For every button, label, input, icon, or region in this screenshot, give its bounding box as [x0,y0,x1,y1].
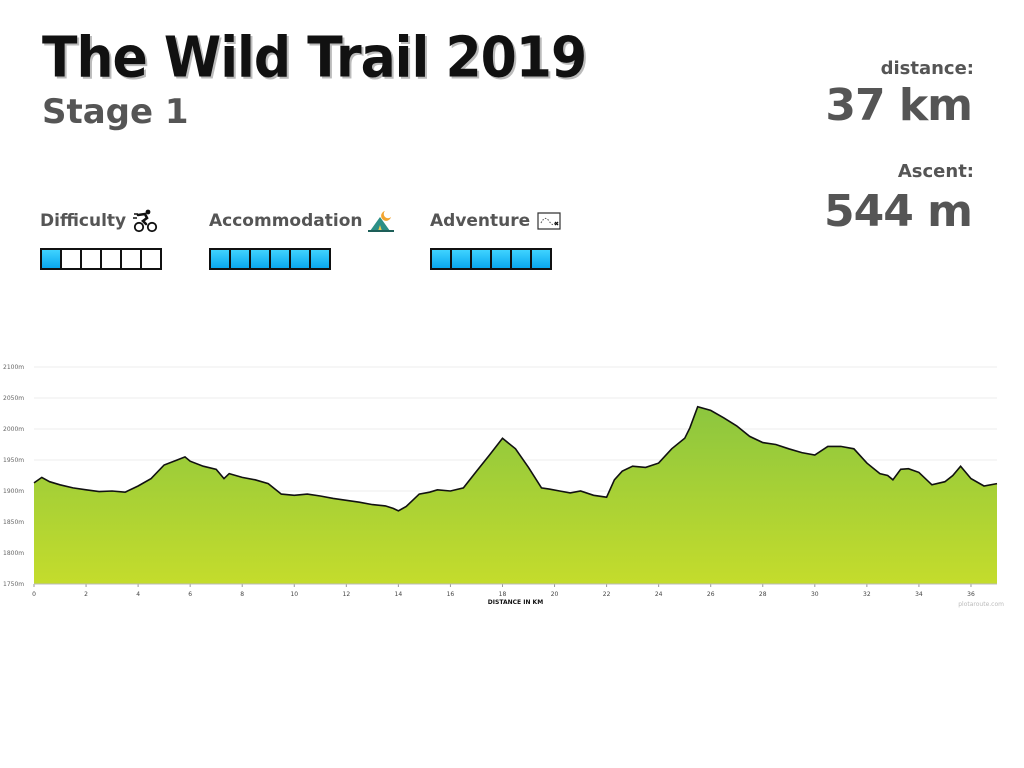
rating-cell [211,250,231,268]
x-tick-label: 28 [759,591,767,598]
rating-cell [231,250,251,268]
rating-cell [82,250,102,268]
y-tick-label: 1950m [3,457,24,464]
rating-cell [122,250,142,268]
y-tick-label: 1800m [3,550,24,557]
y-tick-label: 1750m [3,581,24,588]
rating-cell [512,250,532,268]
x-tick-label: 22 [603,591,611,598]
y-tick-label: 1900m [3,488,24,495]
rating-cell [452,250,472,268]
credit-text: plotaroute.com [958,601,1004,608]
y-tick-label: 2100m [3,364,24,371]
rating-label-adventure: Adventure [430,211,531,231]
rating-cell [492,250,512,268]
rating-cell [271,250,291,268]
rating-cell [311,250,329,268]
rating-bar-adventure [430,248,552,270]
distance-value: 37 km [825,80,973,131]
rating-cell [42,250,62,268]
rating-cell [251,250,271,268]
rating-cell [62,250,82,268]
rating-accommodation: Accommodation [209,208,395,270]
x-tick-label: 26 [707,591,715,598]
x-tick-label: 8 [240,591,244,598]
x-tick-label: 24 [655,591,663,598]
rating-bar-accommodation [209,248,331,270]
ascent-value: 544 m [823,186,973,237]
rating-cell [432,250,452,268]
rating-cell [532,250,550,268]
x-tick-label: 6 [188,591,192,598]
x-tick-label: 20 [551,591,559,598]
x-tick-label: 18 [499,591,507,598]
rating-cell [142,250,160,268]
elevation-line [33,405,998,512]
page-title: The Wild Trail 2019 [42,25,587,91]
distance-label: distance: [880,58,974,79]
tent-moon-icon [368,209,395,233]
elevation-area [34,406,997,584]
treasure-map-icon [536,209,562,233]
x-tick-label: 30 [811,591,819,598]
x-tick-label: 16 [447,591,455,598]
x-tick-label: 14 [395,591,403,598]
y-tick-label: 1850m [3,519,24,526]
x-tick-label: 10 [290,591,298,598]
x-tick-label: 34 [915,591,923,598]
rating-bar-difficulty [40,248,162,270]
ascent-label: Ascent: [897,161,974,182]
x-axis-label: DISTANCE IN KM [488,599,543,606]
stage-label: Stage 1 [42,92,189,132]
y-tick-label: 2000m [3,426,24,433]
rating-label-accommodation: Accommodation [209,211,363,231]
x-tick-label: 4 [136,591,140,598]
x-tick-label: 2 [84,591,88,598]
rating-label-difficulty: Difficulty [40,211,127,231]
rating-adventure: Adventure [430,208,562,270]
y-tick-label: 2050m [3,395,24,402]
rating-cell [472,250,492,268]
rating-cell [102,250,122,268]
x-tick-label: 0 [32,591,36,598]
x-tick-label: 36 [967,591,975,598]
x-tick-label: 12 [343,591,351,598]
rating-cell [291,250,311,268]
elevation-chart: 1750m 1800m 1850m 1900m 1950m 2000m 2050m 2100m… [3,364,1004,608]
x-tick-label: 32 [863,591,871,598]
rating-difficulty: Difficulty [40,208,162,270]
cyclist-icon [132,209,158,233]
